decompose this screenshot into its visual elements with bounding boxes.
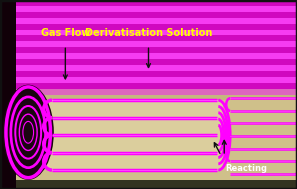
Bar <box>0 183 297 189</box>
Bar <box>0 112 297 118</box>
Bar <box>0 142 297 148</box>
Text: Gas Flow: Gas Flow <box>41 28 90 38</box>
Bar <box>0 36 297 41</box>
Bar <box>0 106 297 112</box>
Bar <box>0 124 297 130</box>
Bar <box>0 0 297 6</box>
Bar <box>0 6 297 12</box>
Bar <box>0 0 16 189</box>
Bar <box>0 100 297 106</box>
Bar <box>46 100 223 170</box>
Bar <box>0 136 297 142</box>
Bar <box>0 65 297 71</box>
Text: Reacting: Reacting <box>226 164 268 174</box>
Bar <box>0 53 297 59</box>
Bar <box>0 59 297 65</box>
Bar <box>0 94 297 100</box>
Bar <box>0 24 297 29</box>
Bar <box>0 89 297 94</box>
Bar <box>0 171 297 177</box>
Bar <box>0 29 297 36</box>
Bar <box>0 177 297 183</box>
Bar <box>16 94 297 189</box>
Bar <box>0 130 297 136</box>
Text: Derivatisation Solution: Derivatisation Solution <box>85 28 212 38</box>
Bar <box>0 148 297 153</box>
Bar <box>0 160 297 165</box>
Bar <box>0 71 297 77</box>
Bar <box>0 41 297 47</box>
Ellipse shape <box>3 85 54 180</box>
Bar <box>0 165 297 171</box>
Bar <box>0 83 297 89</box>
Bar <box>0 12 297 18</box>
Bar <box>0 18 297 24</box>
Bar <box>0 153 297 160</box>
Bar <box>0 47 297 53</box>
Bar <box>16 180 297 189</box>
Bar <box>0 77 297 83</box>
Bar <box>0 118 297 124</box>
Bar <box>16 89 297 100</box>
